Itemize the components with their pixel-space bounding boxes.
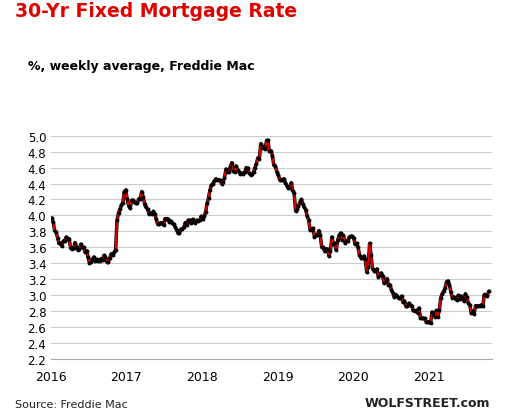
Text: WOLFSTREET.com: WOLFSTREET.com — [364, 396, 490, 409]
Text: 30-Yr Fixed Mortgage Rate: 30-Yr Fixed Mortgage Rate — [15, 2, 297, 21]
Text: %, weekly average, Freddie Mac: %, weekly average, Freddie Mac — [28, 60, 255, 73]
Text: Source: Freddie Mac: Source: Freddie Mac — [15, 399, 128, 409]
